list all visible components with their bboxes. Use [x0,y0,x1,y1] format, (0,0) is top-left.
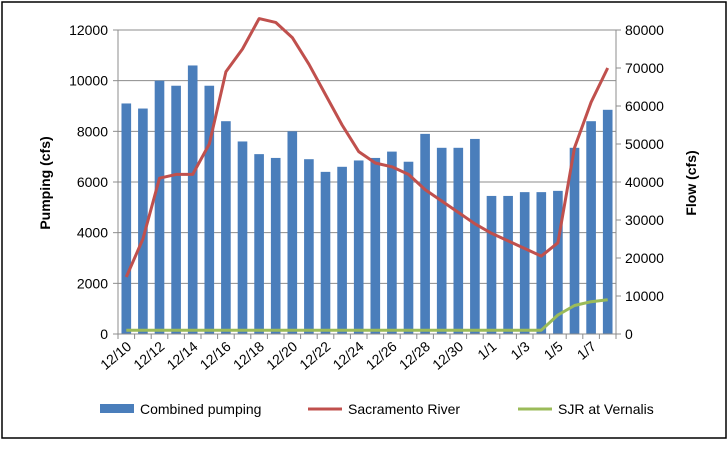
bar [387,151,397,334]
x-tick-label: 1/3 [507,338,532,363]
x-tick-label: 12/22 [296,338,333,373]
sacramento-river-line [124,17,610,278]
y2-tick-label: 10000 [625,288,664,304]
x-tick-label: 12/18 [230,338,267,373]
x-tick-label: 12/30 [429,338,466,373]
bar [171,85,181,334]
bar [536,192,547,334]
bar [287,131,298,334]
x-tick-label: 12/12 [130,338,167,373]
y-axis-title-left: Pumping (cfs) [37,136,53,229]
bar [519,192,530,334]
legend-label: Combined pumping [140,401,261,417]
bar [553,190,563,334]
bar [221,121,231,334]
bar [320,171,331,334]
y-tick-label: 6000 [77,174,108,190]
y-tick-label: 2000 [77,275,108,291]
x-tick-label: 1/1 [474,338,499,363]
legend: Combined pumping Sacramento River SJR at V… [100,401,654,417]
x-tick-label: 1/7 [574,338,599,363]
bar [503,195,513,334]
y2-tick-label: 0 [625,326,633,342]
y2-tick-label: 40000 [625,174,664,190]
bar [569,147,580,334]
x-tick-label: 12/20 [263,338,300,373]
x-tick-label: 12/28 [396,338,433,373]
bar [254,154,264,334]
y2-tick-label: 80000 [625,22,664,38]
bar [237,141,248,334]
bar [204,85,215,334]
y-tick-label: 10000 [69,73,108,89]
bar [486,195,497,334]
line-series [124,17,610,332]
y-tick-label: 8000 [77,123,108,139]
bar [154,80,165,335]
y2-tick-label: 20000 [625,250,664,266]
x-tick-label: 12/14 [163,338,200,373]
x-tick-label: 12/24 [329,338,366,373]
legend-label: SJR at Vernalis [558,401,654,417]
y2-tick-label: 70000 [625,60,664,76]
bar [420,133,430,334]
bar [470,138,480,334]
y-tick-label: 0 [100,326,108,342]
bar-series [121,65,613,335]
bar [121,103,132,334]
chart-border [1,1,727,439]
bar [602,109,613,334]
x-tick-label: 12/10 [97,338,134,373]
y-tick-label: 12000 [69,22,108,38]
bar [138,108,148,335]
bar [270,157,281,334]
bar [453,147,464,334]
x-tick-label: 12/26 [363,338,400,373]
y2-tick-label: 30000 [625,212,664,228]
bar [403,161,414,334]
y2-tick-label: 50000 [625,136,664,152]
y-axis-title-right: Flow (cfs) [683,150,699,215]
sjr-at-vernalis-line [126,298,608,332]
x-tick-label: 12/16 [197,338,234,373]
bar [436,147,447,334]
bar [370,157,381,334]
y-tick-label: 4000 [77,225,108,241]
bar [586,121,596,334]
axes: 0 2000 4000 6000 8000 10000 12000 0 10000 20000 30… [69,22,664,373]
legend-label: Sacramento River [348,401,460,417]
gridlines [118,29,616,284]
bar [337,166,347,334]
bar [353,160,364,334]
y2-tick-label: 60000 [625,98,664,114]
bar [304,159,314,334]
bar [187,65,198,334]
legend-swatch-bar [100,404,134,413]
x-tick-label: 1/5 [541,338,566,363]
